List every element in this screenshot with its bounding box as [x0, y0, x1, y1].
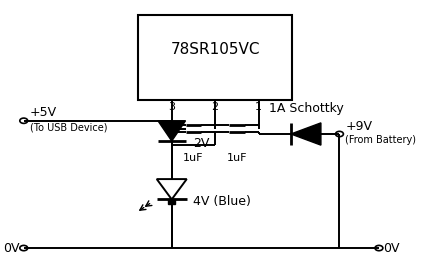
Text: 1uF: 1uF: [226, 152, 247, 163]
Bar: [168, 199, 175, 204]
Text: 1A Schottky: 1A Schottky: [268, 102, 343, 116]
Text: +5V: +5V: [29, 106, 57, 120]
Polygon shape: [156, 179, 186, 199]
Text: 4V (Blue): 4V (Blue): [192, 195, 250, 208]
Text: (To USB Device): (To USB Device): [29, 122, 107, 132]
Text: 1: 1: [254, 102, 262, 113]
Polygon shape: [158, 121, 185, 141]
Bar: [138, 15, 291, 99]
Text: 1uF: 1uF: [183, 152, 203, 163]
Text: (From Battery): (From Battery): [345, 135, 415, 145]
Text: 2V: 2V: [193, 137, 209, 150]
Text: 0V: 0V: [3, 241, 20, 255]
Text: 3: 3: [168, 102, 175, 113]
Text: 2: 2: [211, 102, 218, 113]
Text: 78SR105VC: 78SR105VC: [170, 42, 259, 57]
Polygon shape: [290, 123, 320, 145]
Text: 0V: 0V: [382, 241, 398, 255]
Text: +9V: +9V: [345, 120, 371, 133]
